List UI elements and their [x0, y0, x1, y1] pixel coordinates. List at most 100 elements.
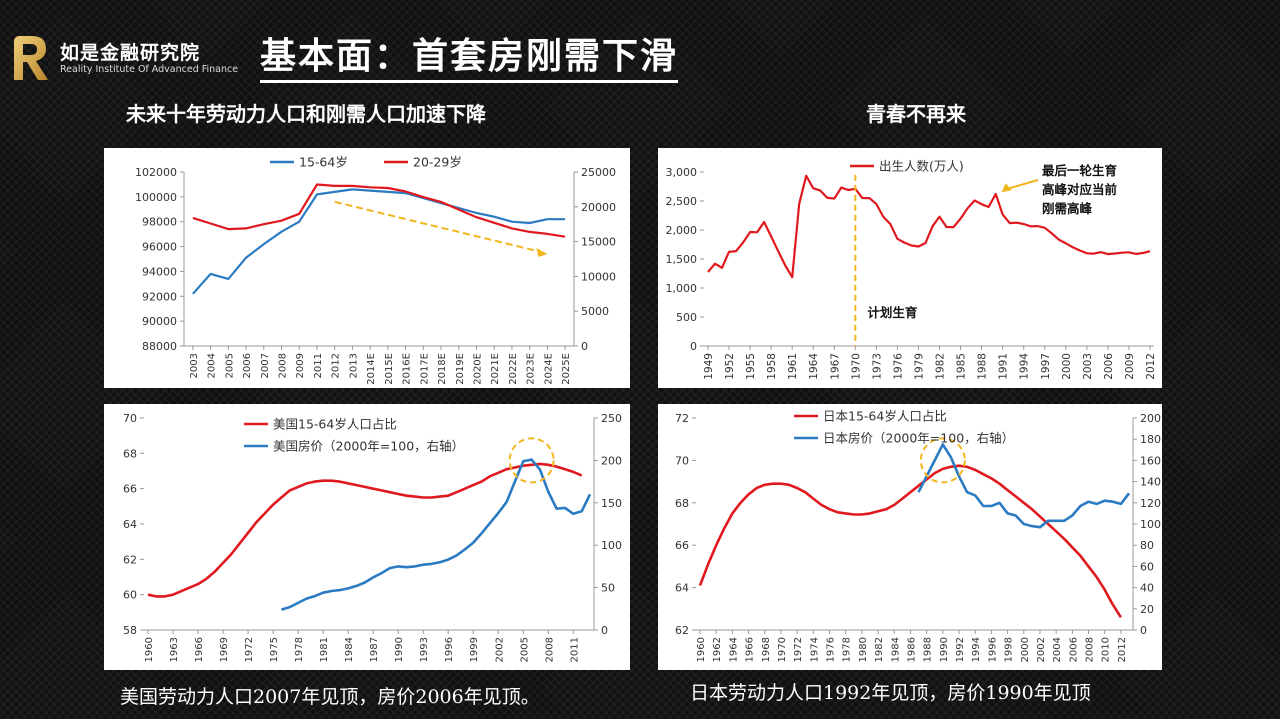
c2-peak-annotation-line-0: 最后一轮生育: [1042, 163, 1118, 178]
c4-left-ytick-label-4: 70: [675, 454, 689, 467]
c1-xtick-label-12: 2016E: [402, 353, 413, 385]
logo-r-icon: [14, 36, 48, 80]
c2-xtick-label-7: 1970: [850, 353, 862, 380]
c4-xtick-label-26: 2012: [1117, 637, 1128, 662]
c3-left-ytick-label-4: 66: [123, 483, 137, 496]
c3-xtick-label-2: 1966: [194, 637, 205, 662]
c4-right-ytick-label-1: 20: [1140, 603, 1154, 616]
c4-xtick-label-3: 1966: [745, 637, 756, 662]
c4-xtick-label-5: 1970: [777, 637, 788, 662]
c3-xtick-label-3: 1969: [219, 637, 230, 662]
c1-left-ytick-label-1: 90000: [142, 315, 177, 328]
c4-xtick-label-10: 1980: [858, 637, 869, 662]
c2-xtick-label-0: 1949: [703, 353, 715, 380]
c1-legend-0-label: 15-64岁: [299, 155, 348, 170]
chart-us: 58 60 62 64 66 68 70 0 50 100 150 200 250 1960 1963 196…: [104, 404, 630, 670]
c1-xtick-label-9: 2013: [348, 353, 359, 378]
c4-xtick-label-16: 1992: [955, 637, 966, 662]
c3-xtick-label-16: 2008: [544, 637, 555, 662]
c1-xtick-label-20: 2024E: [543, 353, 554, 385]
c1-xtick-label-1: 2004: [207, 353, 218, 378]
chart-japan: 62 64 66 68 70 72 0 20 40 60 80 100 120 140 160 180 200 1…: [658, 404, 1162, 670]
c2-xtick-label-8: 1973: [871, 353, 883, 380]
c4-left-ytick-label-1: 64: [675, 582, 689, 595]
c3-series-0-line: [147, 462, 583, 598]
c2-xtick-label-20: 2009: [1124, 353, 1136, 380]
chart-china-labor-svg: 8800090000920009400096000980001000001020…: [135, 155, 616, 385]
c4-right-ytick-label-8: 160: [1140, 454, 1161, 467]
c1-left-ytick-label-2: 92000: [142, 290, 177, 303]
subtitle-right: 青春不再来: [866, 102, 966, 126]
c1-xtick-label-10: 2014E: [366, 353, 377, 385]
c1-xtick-label-7: 2011: [313, 353, 324, 378]
c3-right-ytick-label-0: 0: [601, 624, 608, 637]
logo-english-name: Reality Institute Of Advanced Finance: [60, 64, 239, 75]
c4-xtick-label-20: 2000: [1020, 637, 1031, 662]
c2-peak-arrowhead: [1001, 183, 1012, 193]
c2-xtick-label-21: 2012: [1145, 353, 1157, 380]
c2-xtick-label-17: 2000: [1061, 353, 1073, 380]
c4-xtick-label-9: 1978: [842, 637, 853, 662]
c4-xtick-label-13: 1986: [906, 637, 917, 662]
c1-trend-arrowhead: [536, 248, 548, 258]
c3-xtick-label-5: 1975: [269, 637, 280, 662]
subtitle-left: 未来十年劳动力人口和刚需人口加速下降: [126, 102, 486, 126]
c3-xtick-label-17: 2011: [569, 637, 580, 662]
c1-left-ytick-label-3: 94000: [142, 265, 177, 278]
c1-right-ytick-label-2: 10000: [581, 270, 616, 283]
c4-legend-1-label: 日本房价（2000年=100，右轴）: [823, 431, 1014, 446]
c2-xtick-label-16: 1997: [1040, 353, 1052, 380]
c4-xtick-label-7: 1974: [809, 637, 820, 662]
c1-right-ytick-label-1: 5000: [581, 305, 609, 318]
c1-xtick-label-5: 2008: [278, 353, 289, 378]
c1-xtick-label-0: 2003: [189, 353, 200, 378]
c3-left-ytick-label-2: 62: [123, 553, 137, 566]
c4-xtick-label-22: 2004: [1052, 637, 1063, 662]
c4-xtick-label-21: 2002: [1036, 637, 1047, 662]
c1-xtick-label-19: 2023E: [526, 353, 537, 385]
caption-left: 美国劳动力人口2007年见顶，房价2006年见顶。: [120, 686, 540, 708]
c4-xtick-label-11: 1982: [874, 637, 885, 662]
c2-xtick-label-18: 2003: [1082, 353, 1094, 380]
c4-left-ytick-label-3: 68: [675, 497, 689, 510]
c2-xtick-label-11: 1982: [935, 353, 947, 380]
c2-peak-annotation-line-1: 高峰对应当前: [1042, 182, 1118, 197]
c1-xtick-label-15: 2019E: [455, 353, 466, 385]
c3-left-ytick-label-3: 64: [123, 518, 137, 531]
c2-xtick-label-12: 1985: [956, 353, 968, 380]
c1-xtick-label-17: 2021E: [490, 353, 501, 385]
c3-left-ytick-label-6: 70: [123, 412, 137, 425]
c2-peak-annotation-line-2: 刚需高峰: [1042, 201, 1093, 216]
c1-right-ytick-label-5: 25000: [581, 166, 616, 179]
chart-us-svg: 58 60 62 64 66 68 70 0 50 100 150 200 250 1960 1963 196…: [123, 412, 622, 662]
c3-xtick-label-6: 1978: [294, 637, 305, 662]
c1-xtick-label-3: 2006: [242, 353, 253, 378]
c1-xtick-label-13: 2017E: [419, 353, 430, 385]
c4-series-0-line: [698, 464, 1122, 618]
c3-xtick-label-14: 2002: [494, 637, 505, 662]
c2-xtick-label-14: 1991: [998, 353, 1010, 380]
c2-ytick-label-6: 3,000: [666, 166, 698, 179]
c4-right-ytick-label-3: 60: [1140, 560, 1154, 573]
c1-xtick-label-16: 2020E: [473, 353, 484, 385]
c3-xtick-label-12: 1996: [444, 637, 455, 662]
c4-right-ytick-label-0: 0: [1140, 624, 1147, 637]
c2-xtick-label-3: 1958: [766, 353, 778, 380]
c4-right-ytick-label-4: 80: [1140, 539, 1154, 552]
c3-right-ytick-label-1: 50: [601, 582, 615, 595]
chart-japan-svg: 62 64 66 68 70 72 0 20 40 60 80 100 120 140 160 180 200 1…: [675, 409, 1161, 663]
c2-xtick-label-19: 2006: [1103, 353, 1115, 380]
c4-xtick-label-12: 1984: [890, 637, 901, 662]
c2-xtick-label-4: 1961: [787, 353, 799, 380]
c4-right-ytick-label-5: 100: [1140, 518, 1161, 531]
c3-series-1-line: [281, 458, 592, 611]
c2-ytick-label-1: 500: [676, 311, 697, 324]
c1-xtick-label-4: 2007: [260, 353, 271, 378]
c1-right-ytick-label-4: 20000: [581, 201, 616, 214]
c3-xtick-label-13: 1999: [469, 637, 480, 662]
c2-ytick-label-4: 2,000: [666, 224, 698, 237]
c4-xtick-label-14: 1988: [923, 637, 934, 662]
c1-left-ytick-label-4: 96000: [142, 241, 177, 254]
c4-xtick-label-8: 1976: [826, 637, 837, 662]
c1-left-ytick-label-0: 88000: [142, 340, 177, 353]
